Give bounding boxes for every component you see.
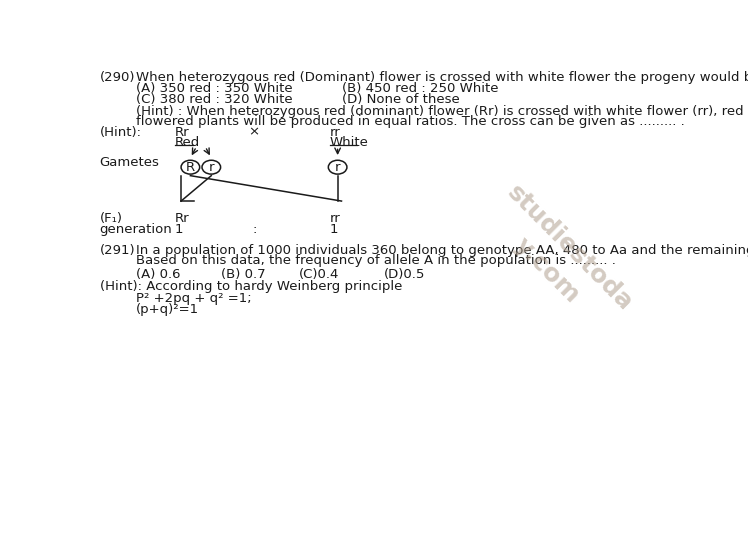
Text: Gametes: Gametes [99, 156, 159, 169]
Text: 1: 1 [175, 222, 183, 236]
Text: r: r [335, 160, 340, 174]
Text: rr: rr [330, 212, 340, 225]
Text: When heterozygous red (Dominant) flower is crossed with white flower the progeny: When heterozygous red (Dominant) flower … [136, 71, 748, 84]
Text: (D)0.5: (D)0.5 [384, 268, 426, 281]
Text: (A) 0.6: (A) 0.6 [136, 268, 180, 281]
Text: (Hint) : When heterozygous red (dominant) flower (Rr) is crossed with white flow: (Hint) : When heterozygous red (dominant… [136, 105, 748, 118]
Text: rr: rr [330, 126, 340, 139]
Text: :: : [252, 222, 257, 236]
Text: (B) 0.7: (B) 0.7 [221, 268, 266, 281]
Text: ×: × [248, 126, 260, 139]
Text: (F₁): (F₁) [99, 212, 123, 225]
Text: R: R [186, 160, 195, 174]
Text: Rr: Rr [175, 126, 189, 139]
Text: (Hint): According to hardy Weinberg principle: (Hint): According to hardy Weinberg prin… [99, 281, 402, 293]
Text: P² +2pq + q² =1;: P² +2pq + q² =1; [136, 292, 252, 305]
Text: Rr: Rr [175, 212, 189, 225]
Text: (A) 350 red : 350 White: (A) 350 red : 350 White [136, 83, 292, 96]
Text: (C)0.4: (C)0.4 [299, 268, 340, 281]
Text: (p+q)²=1: (p+q)²=1 [136, 303, 199, 316]
Text: (291): (291) [99, 244, 135, 257]
Text: (Hint):: (Hint): [99, 126, 141, 139]
Text: (290): (290) [99, 71, 135, 84]
Text: flowered plants will be produced in equal ratios. The cross can be given as ....: flowered plants will be produced in equa… [136, 115, 685, 128]
Text: studiestoda
y.com: studiestoda y.com [479, 180, 637, 338]
Text: Based on this data, the frequency of allele A in the population is ......... .: Based on this data, the frequency of all… [136, 254, 616, 267]
Text: White: White [330, 136, 369, 149]
Text: (B) 450 red : 250 White: (B) 450 red : 250 White [342, 83, 498, 96]
Text: (C) 380 red : 320 White: (C) 380 red : 320 White [136, 93, 292, 106]
Text: r: r [209, 160, 214, 174]
Text: 1: 1 [330, 222, 338, 236]
Text: In a population of 1000 individuals 360 belong to genotype AA, 480 to Aa and the: In a population of 1000 individuals 360 … [136, 244, 748, 257]
Text: Red: Red [175, 136, 200, 149]
Text: (D) None of these: (D) None of these [342, 93, 459, 106]
Text: generation: generation [99, 222, 173, 236]
